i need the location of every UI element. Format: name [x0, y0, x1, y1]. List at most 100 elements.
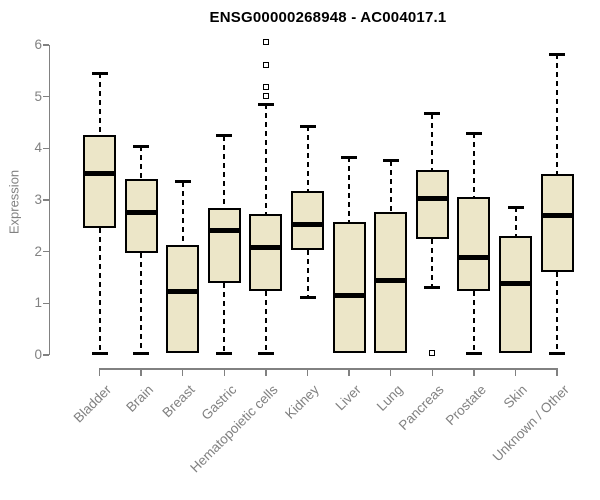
lower-whisker [472, 291, 475, 354]
y-axis-tick [42, 354, 49, 356]
median-line [332, 293, 366, 299]
median-line [415, 195, 449, 201]
box [540, 174, 574, 272]
median-line [83, 170, 116, 176]
x-axis-tick [556, 368, 558, 376]
lower-whisker [223, 282, 226, 354]
upper-whisker-cap [299, 124, 316, 128]
lower-whisker [140, 253, 143, 354]
lower-whisker [431, 239, 434, 288]
x-axis-tick [223, 368, 226, 376]
box [291, 191, 324, 251]
y-tick-label: 4 [34, 140, 42, 156]
box [499, 236, 532, 354]
x-tick-label: Unknown / Other [489, 382, 572, 465]
x-axis-line [99, 368, 558, 370]
x-tick-label: Gastric [198, 382, 239, 423]
x-tick-label: Kidney [282, 382, 323, 422]
y-axis-tick [42, 95, 49, 98]
y-axis-line [48, 44, 50, 355]
x-axis-tick [431, 368, 434, 376]
y-axis-tick [42, 250, 49, 253]
median-line [166, 288, 200, 294]
y-axis-tick [42, 199, 49, 201]
lower-whisker [264, 291, 267, 354]
y-tick-label: 6 [34, 36, 42, 52]
upper-whisker [306, 126, 309, 192]
lower-whisker [98, 228, 101, 354]
upper-whisker-cap [257, 102, 274, 106]
lower-whisker-cap [133, 351, 150, 355]
median-line [291, 222, 324, 228]
upper-whisker-cap [465, 131, 482, 135]
upper-whisker [514, 207, 517, 237]
y-tick-label: 5 [34, 88, 42, 104]
x-tick-label: Liver [332, 382, 364, 414]
x-axis-tick [514, 368, 517, 376]
median-line [249, 245, 283, 251]
x-axis-tick [265, 368, 267, 376]
median-line [499, 280, 532, 286]
upper-whisker-cap [424, 112, 441, 116]
upper-whisker [431, 113, 434, 171]
upper-whisker-cap [216, 134, 233, 138]
median-line [540, 212, 574, 218]
box [249, 214, 283, 292]
lower-whisker-cap [216, 351, 233, 355]
lower-whisker [306, 250, 309, 298]
upper-whisker [264, 104, 267, 215]
lower-whisker-cap [91, 351, 108, 355]
upper-whisker [348, 157, 351, 222]
x-tick-label: Breast [159, 382, 198, 421]
y-axis-tick [42, 44, 49, 46]
x-axis-tick [181, 368, 184, 376]
upper-whisker-cap [382, 159, 399, 163]
x-axis-tick [98, 368, 101, 376]
box [415, 170, 449, 240]
x-tick-label: Lung [373, 382, 406, 414]
box [83, 135, 116, 229]
box [124, 179, 158, 254]
x-axis-tick [140, 368, 142, 376]
x-tick-label: Skin [500, 382, 531, 412]
x-axis-tick [306, 368, 309, 376]
box [457, 196, 491, 292]
y-axis-tick [42, 302, 49, 305]
x-axis-tick [389, 368, 392, 376]
upper-whisker [181, 181, 184, 246]
upper-whisker [556, 54, 559, 175]
x-tick-label: Brain [122, 382, 156, 415]
chart-title: ENSG00000268948 - AC004017.1 [209, 9, 447, 26]
upper-whisker-cap [507, 205, 524, 209]
y-tick-label: 2 [34, 243, 42, 259]
x-axis-tick [348, 368, 350, 376]
box [332, 221, 366, 354]
upper-whisker [223, 135, 226, 208]
upper-whisker-cap [133, 144, 150, 148]
y-tick-label: 3 [34, 191, 42, 207]
box [374, 211, 408, 354]
lower-whisker-cap [549, 351, 566, 355]
upper-whisker-cap [91, 71, 108, 75]
box [166, 245, 200, 354]
upper-whisker [98, 73, 101, 136]
box [207, 207, 241, 283]
upper-whisker-cap [341, 155, 358, 159]
upper-whisker [389, 160, 392, 212]
x-axis-tick [473, 368, 475, 376]
upper-whisker [472, 133, 475, 197]
lower-whisker-cap [299, 295, 316, 299]
y-axis-tick [42, 147, 49, 150]
median-line [124, 210, 158, 216]
outlier-point [429, 350, 436, 357]
lower-whisker-cap [465, 351, 482, 355]
lower-whisker-cap [424, 285, 441, 289]
outlier-point [262, 83, 269, 90]
upper-whisker-cap [549, 52, 566, 56]
median-line [374, 277, 408, 283]
outlier-point [262, 92, 269, 99]
x-tick-label: Bladder [70, 382, 115, 426]
lower-whisker [556, 271, 559, 354]
